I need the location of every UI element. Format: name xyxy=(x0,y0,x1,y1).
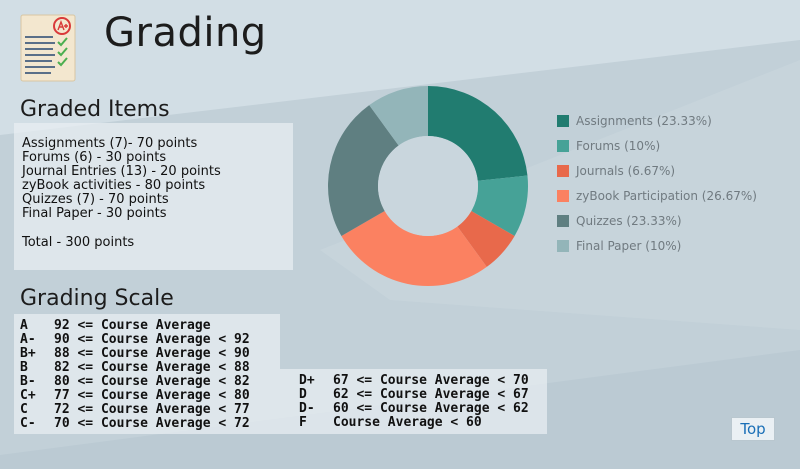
grading-scale-row: D 62 <= Course Average < 67 xyxy=(299,388,529,402)
legend-item: Final Paper (10%) xyxy=(557,233,757,258)
grading-scale-row: D- 60 <= Course Average < 62 xyxy=(299,402,529,416)
grade-rule: 92 <= Course Average xyxy=(54,318,211,333)
graded-item: Final Paper - 30 points xyxy=(22,206,167,221)
grading-scale-row: C- 70 <= Course Average < 72 xyxy=(20,417,250,431)
graded-item: Quizzes (7) - 70 points xyxy=(22,192,169,207)
legend-item: Quizzes (23.33%) xyxy=(557,208,757,233)
legend-swatch xyxy=(557,214,569,227)
legend-swatch xyxy=(557,239,569,252)
back-to-top-button[interactable]: Top xyxy=(731,417,775,441)
donut-slice-4 xyxy=(328,105,399,236)
grading-scale-row: A- 90 <= Course Average < 92 xyxy=(20,333,250,347)
legend-item: zyBook Participation (26.67%) xyxy=(557,183,757,208)
grade-letter: B xyxy=(20,360,28,375)
graded-items-total: Total - 300 points xyxy=(22,235,135,250)
legend-label: Journals (6.67%) xyxy=(576,163,676,178)
grade-rule: 82 <= Course Average < 88 xyxy=(54,360,250,375)
grade-rule: 77 <= Course Average < 80 xyxy=(54,388,250,403)
grade-letter: D+ xyxy=(299,373,315,388)
graded-item: Assignments (7)- 70 points xyxy=(22,136,198,151)
graded-item: Forums (6) - 30 points xyxy=(22,150,167,165)
grade-letter: B- xyxy=(20,374,36,389)
grade-letter: D- xyxy=(299,401,315,416)
grade-letter: A- xyxy=(20,332,36,347)
grading-scale-row: B- 80 <= Course Average < 82 xyxy=(20,375,250,389)
donut-hole xyxy=(378,136,478,236)
grading-scale-list-right: D+ 67 <= Course Average < 70 D 62 <= Cours… xyxy=(299,374,529,430)
grade-rule: 72 <= Course Average < 77 xyxy=(54,402,250,417)
grading-scale-row: B 82 <= Course Average < 88 xyxy=(20,361,250,375)
legend-swatch xyxy=(557,164,569,177)
grade-letter: C- xyxy=(20,416,36,431)
grade-rule: 88 <= Course Average < 90 xyxy=(54,346,250,361)
grade-letter: B+ xyxy=(20,346,36,361)
legend-label: Final Paper (10%) xyxy=(576,238,682,253)
grade-rule: 67 <= Course Average < 70 xyxy=(333,373,529,388)
grade-rule: 60 <= Course Average < 62 xyxy=(333,401,529,416)
grading-scale-title: Grading Scale xyxy=(20,286,174,311)
grade-letter: D xyxy=(299,387,307,402)
legend-label: Forums (10%) xyxy=(576,138,661,153)
chart-legend: Assignments (23.33%) Forums (10%) Journa… xyxy=(557,108,757,258)
grading-scale-row: C 72 <= Course Average < 77 xyxy=(20,403,250,417)
graded-paper-a-plus-icon xyxy=(20,14,76,82)
grade-letter: A xyxy=(20,318,28,333)
grade-rule: 80 <= Course Average < 82 xyxy=(54,374,250,389)
graded-items-title: Graded Items xyxy=(20,97,170,122)
legend-label: Quizzes (23.33%) xyxy=(576,213,682,228)
legend-swatch xyxy=(557,189,569,202)
legend-swatch xyxy=(557,114,569,127)
legend-item: Assignments (23.33%) xyxy=(557,108,757,133)
legend-item: Forums (10%) xyxy=(557,133,757,158)
graded-item: Journal Entries (13) - 20 points xyxy=(22,164,221,179)
grade-letter: C xyxy=(20,402,28,417)
graded-item: zyBook activities - 80 points xyxy=(22,178,206,193)
page-title: Grading xyxy=(104,10,267,56)
grading-scale-panel-left xyxy=(14,314,280,434)
legend-swatch xyxy=(557,139,569,152)
donut-slice-3 xyxy=(341,210,487,286)
legend-label: zyBook Participation (26.67%) xyxy=(576,188,757,203)
donut-slice-0 xyxy=(428,86,528,181)
legend-label: Assignments (23.33%) xyxy=(576,113,712,128)
grade-rule: 70 <= Course Average < 72 xyxy=(54,416,250,431)
donut-slice-2 xyxy=(457,210,515,267)
grading-scale-row: B+ 88 <= Course Average < 90 xyxy=(20,347,250,361)
grading-scale-row: F Course Average < 60 xyxy=(299,416,529,430)
grade-weight-donut-chart xyxy=(328,86,528,286)
graded-items-list: Assignments (7)- 70 points Forums (6) - … xyxy=(22,137,221,221)
grading-scale-row: A 92 <= Course Average xyxy=(20,319,250,333)
grading-scale-panel-right xyxy=(280,369,547,434)
grade-rule: 62 <= Course Average < 67 xyxy=(333,387,529,402)
graded-items-panel: Assignments (7)- 70 points Forums (6) - … xyxy=(14,123,293,270)
grade-rule: Course Average < 60 xyxy=(333,415,482,430)
grading-scale-row: C+ 77 <= Course Average < 80 xyxy=(20,389,250,403)
legend-item: Journals (6.67%) xyxy=(557,158,757,183)
grade-letter: F xyxy=(299,415,307,430)
grade-rule: 90 <= Course Average < 92 xyxy=(54,332,250,347)
grade-letter: C+ xyxy=(20,388,36,403)
grading-scale-list-left: A 92 <= Course Average A- 90 <= Course Ave… xyxy=(20,319,250,431)
donut-slice-1 xyxy=(471,175,528,236)
donut-slice-5 xyxy=(369,86,428,146)
grading-scale-row: D+ 67 <= Course Average < 70 xyxy=(299,374,529,388)
